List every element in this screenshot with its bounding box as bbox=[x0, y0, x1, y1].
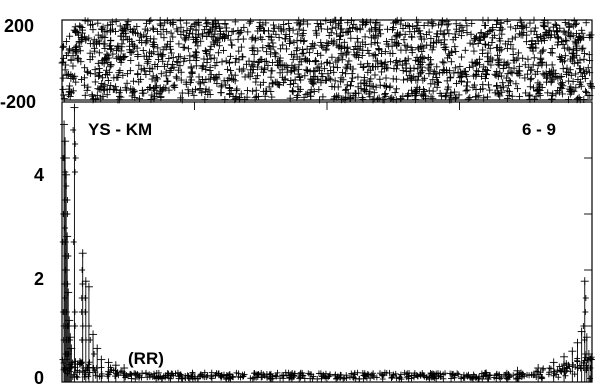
magnitude-ytick-4: 4 bbox=[34, 165, 44, 185]
magnitude-peaks bbox=[59, 103, 595, 382]
phase-panel: 200 -200 bbox=[0, 16, 595, 112]
magnitude-ytick-2: 2 bbox=[34, 269, 44, 289]
magnitude-axis-ticks bbox=[62, 101, 592, 383]
phase-ytick-top: 200 bbox=[4, 16, 34, 36]
magnitude-panel: YS - KM 6 - 9 (RR) 4 2 0 bbox=[34, 101, 595, 385]
phase-markers bbox=[58, 16, 595, 104]
range-label: 6 - 9 bbox=[522, 120, 556, 139]
magnitude-ytick-0: 0 bbox=[34, 368, 44, 385]
station-pair-label: YS - KM bbox=[88, 120, 152, 139]
component-label: (RR) bbox=[128, 349, 164, 368]
magnitude-panel-frame bbox=[61, 101, 593, 383]
phase-ytick-bottom: -200 bbox=[0, 92, 36, 112]
